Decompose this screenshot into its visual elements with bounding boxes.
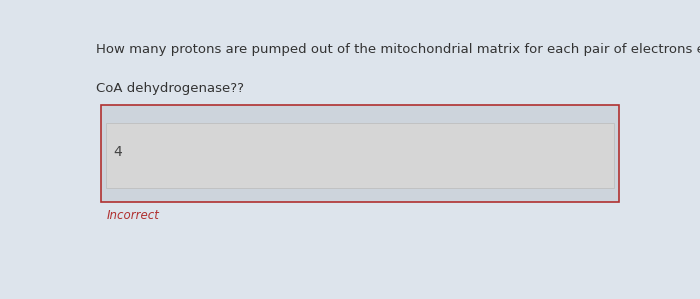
FancyBboxPatch shape — [106, 123, 614, 188]
Text: 4: 4 — [113, 145, 122, 159]
FancyBboxPatch shape — [101, 105, 619, 202]
Text: How many protons are pumped out of the mitochondrial matrix for each pair of ele: How many protons are pumped out of the m… — [96, 43, 700, 56]
Text: Incorrect: Incorrect — [106, 209, 160, 222]
Text: CoA dehydrogenase??: CoA dehydrogenase?? — [96, 82, 244, 95]
